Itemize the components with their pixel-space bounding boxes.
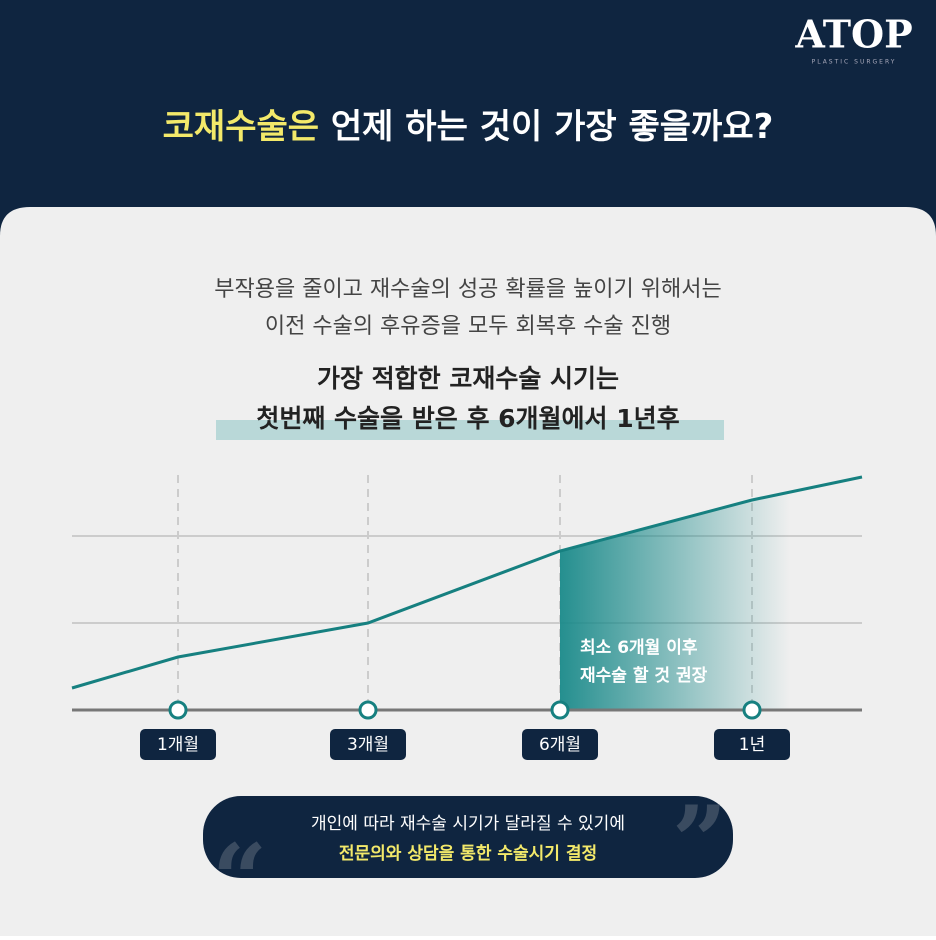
note-line: 전문의와 상담을 통한 수술시기 결정 xyxy=(339,844,597,864)
timeline-dot xyxy=(550,700,570,720)
quote-open: “ xyxy=(212,823,267,936)
callout-line: 최소 6개월 이후 xyxy=(580,637,698,658)
label-box xyxy=(330,729,406,760)
timeline-labels: 1개월 3개월 6개월 1년 xyxy=(140,729,790,760)
label-box xyxy=(714,729,790,760)
timeline-label: 6개월 xyxy=(539,735,581,755)
timeline-dots xyxy=(168,700,762,720)
highlight-bar xyxy=(216,420,724,440)
recommended-area xyxy=(560,492,790,710)
note-line: 개인에 따라 재수술 시기가 달라질 수 있기에 xyxy=(311,814,625,834)
label-box xyxy=(140,729,216,760)
label-box xyxy=(522,729,598,760)
logo-tagline: PLASTIC SURGERY xyxy=(812,59,897,66)
note-box xyxy=(203,796,733,878)
logo: ATOP xyxy=(794,12,912,57)
emphasis-line: 첫번째 수술을 받은 후 6개월에서 1년후 xyxy=(256,404,679,433)
timeline-dot xyxy=(358,700,378,720)
callout-line: 재수술 할 것 권장 xyxy=(580,666,708,686)
intro-line: 이전 수술의 후유증을 모두 회복후 수술 진행 xyxy=(265,314,671,339)
quote-close: ” xyxy=(672,785,727,898)
panel xyxy=(0,207,936,936)
timeline-dot xyxy=(742,700,762,720)
title: 코재수술은 언제 하는 것이 가장 좋을까요? xyxy=(163,107,774,147)
timeline-label: 1년 xyxy=(739,735,765,755)
emphasis-line: 가장 적합한 코재수술 시기는 xyxy=(317,364,619,393)
title-rest: 언제 하는 것이 가장 좋을까요? xyxy=(331,107,773,147)
timeline-label: 1개월 xyxy=(157,735,199,755)
intro-line: 부작용을 줄이고 재수술의 성공 확률을 높이기 위해서는 xyxy=(214,277,721,302)
title-highlight: 코재수술은 xyxy=(163,107,319,147)
timeline-dot xyxy=(168,700,188,720)
trend-line xyxy=(71,475,863,690)
timeline-label: 3개월 xyxy=(347,735,389,755)
